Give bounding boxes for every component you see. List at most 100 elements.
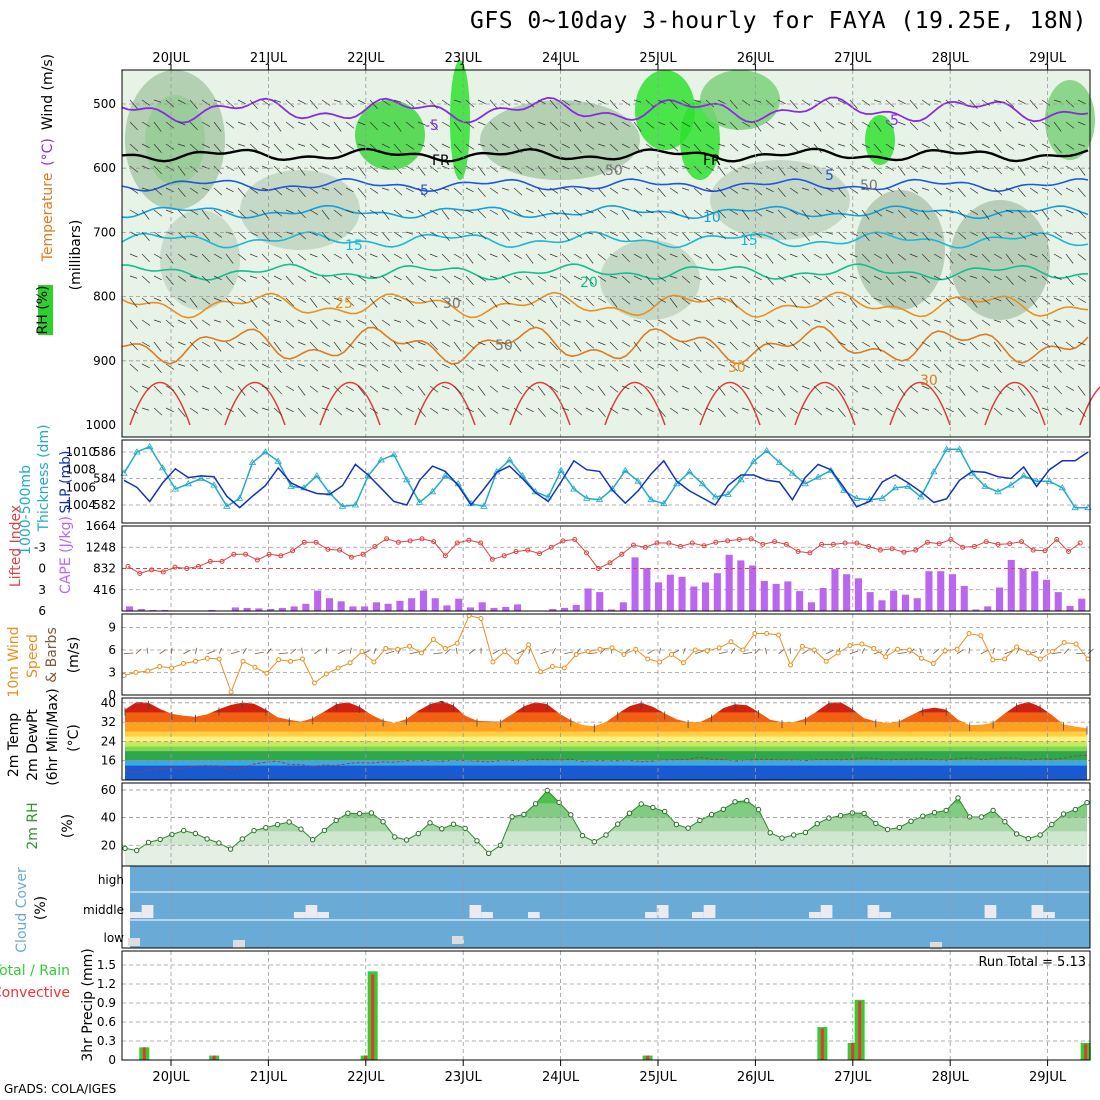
wind-barb [537, 275, 547, 282]
wind-barb [933, 143, 942, 153]
wind-barb [165, 209, 174, 214]
wind-barb [681, 143, 690, 149]
wind-barb [705, 165, 715, 171]
wind-barb [453, 363, 462, 373]
cape-bar [419, 590, 427, 611]
wind-barb [849, 209, 859, 215]
wind-barb [1041, 275, 1051, 284]
wind-barb [849, 297, 858, 308]
wind-barb [705, 275, 714, 285]
rh-point [908, 818, 914, 824]
wind-barb [285, 253, 294, 264]
date-label-top: 27JUL [834, 51, 872, 66]
isotherm [122, 263, 1089, 281]
wind-barb [813, 187, 823, 196]
wind-barb [453, 231, 463, 238]
date-label-bottom: 23JUL [445, 1070, 483, 1085]
wind-barb [141, 143, 150, 149]
wind-barb [129, 275, 138, 279]
wind-barb [129, 297, 138, 308]
wind-barb [537, 99, 546, 105]
wind-barb [501, 275, 511, 284]
wind-barb [1029, 385, 1039, 393]
wind-barb [345, 121, 355, 129]
wind-barb [525, 297, 535, 307]
wind-barb [297, 231, 307, 240]
wind-barb [981, 143, 990, 149]
wind-barb [885, 99, 895, 108]
wind-barb [1077, 121, 1086, 126]
temp-band [125, 736, 1087, 742]
wind-barb [645, 253, 654, 264]
wind-barb [501, 407, 510, 411]
rh-point [169, 831, 175, 838]
wind-barb [789, 363, 799, 372]
wind-speed-point [181, 661, 186, 666]
wind-barb [993, 275, 1002, 281]
contour-label: 25 [335, 296, 353, 312]
wind-barb [1065, 275, 1074, 285]
cape-bar [854, 578, 862, 611]
wind-barb [314, 649, 321, 655]
wind-barb [933, 253, 943, 259]
wind-barb [417, 363, 426, 367]
lifted-index-point [372, 544, 378, 549]
wind-barb [993, 99, 1002, 103]
wind-barb [861, 341, 871, 347]
wind-barb [453, 407, 463, 416]
wind-barb [813, 121, 822, 132]
wind-barb [909, 319, 918, 329]
wind-barb [237, 231, 247, 240]
wind-barb [273, 209, 283, 217]
wind-barb [1005, 385, 1015, 391]
wind-barb [381, 253, 391, 263]
wind-barb [561, 121, 571, 127]
cloud-middle-block [867, 905, 880, 918]
wind-barb [1041, 341, 1051, 347]
wind-barb [429, 253, 438, 258]
wind-barb [657, 275, 667, 282]
wind-barb [477, 341, 486, 346]
wind-barb [621, 253, 631, 263]
wind-barb [657, 385, 666, 396]
wind-barb [1041, 231, 1050, 241]
cape-bar [831, 569, 839, 611]
precip-convective-bar [212, 1055, 216, 1060]
wind-barb [897, 231, 907, 240]
wind-barb [453, 341, 462, 352]
wind-barb [1065, 319, 1075, 328]
wind-barb [645, 385, 655, 391]
wind-barb [393, 297, 402, 302]
left-tick-label: 582 [93, 498, 116, 512]
wind-barb [1065, 385, 1075, 391]
wind-barb [585, 297, 595, 307]
wind-barb [525, 319, 535, 328]
wind-barb [777, 165, 786, 176]
wind-barb [1041, 121, 1051, 127]
wind-barb [309, 341, 319, 351]
lifted-index-point [736, 537, 742, 542]
temp-band [125, 765, 1087, 780]
wind-barb [897, 363, 906, 367]
wind-barb [285, 385, 295, 391]
thickness-point [171, 485, 180, 492]
wind-barb [765, 275, 774, 285]
wind-barb [705, 121, 715, 129]
wind-barb [621, 121, 631, 127]
wind-barb [933, 99, 942, 103]
wind-barb [561, 341, 571, 347]
wind-barb [837, 363, 846, 367]
wind-barb [561, 187, 570, 191]
wind-barb [225, 363, 235, 370]
wind-barb [249, 363, 259, 372]
wind-barb [717, 407, 726, 417]
wind-barb [273, 385, 283, 395]
wind-barb [501, 385, 510, 390]
cape-bar [749, 565, 757, 611]
wind-speed-point [157, 664, 163, 669]
wind-speed-point [192, 658, 198, 664]
wind-barb [597, 407, 606, 417]
rh-area [125, 70, 225, 210]
wind-barb [873, 231, 883, 238]
cape-bar [514, 604, 522, 611]
